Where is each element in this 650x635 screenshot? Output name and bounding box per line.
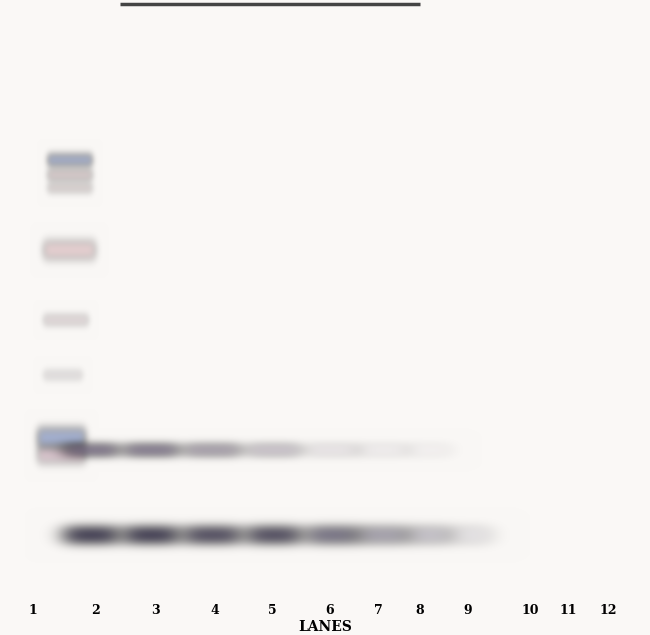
Text: 12: 12 xyxy=(599,603,617,617)
Text: LANES: LANES xyxy=(298,620,352,634)
Text: 10: 10 xyxy=(521,603,539,617)
Text: 8: 8 xyxy=(416,603,424,617)
Text: 1: 1 xyxy=(29,603,38,617)
Text: 7: 7 xyxy=(374,603,382,617)
Text: 6: 6 xyxy=(326,603,334,617)
Text: 3: 3 xyxy=(151,603,159,617)
Text: 11: 11 xyxy=(559,603,577,617)
Text: 5: 5 xyxy=(268,603,276,617)
Text: 9: 9 xyxy=(463,603,473,617)
Text: 2: 2 xyxy=(90,603,99,617)
Text: 4: 4 xyxy=(211,603,220,617)
